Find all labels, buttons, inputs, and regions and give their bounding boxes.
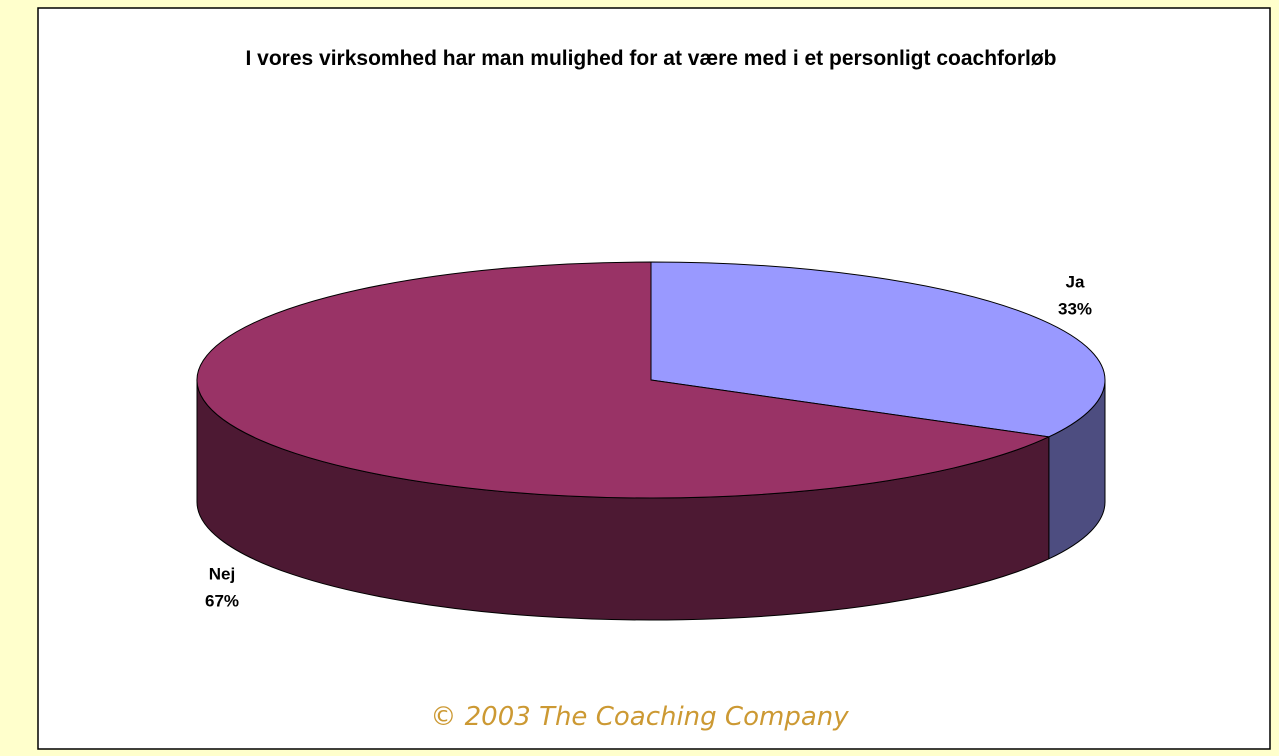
slice-value-label: 67%	[205, 591, 239, 610]
slice-label: Nej	[209, 564, 235, 583]
chart-title: I vores virksomhed har man mulighed for …	[245, 47, 1057, 70]
footer: © 2003 The Coaching Company	[430, 702, 849, 732]
slice-label: Ja	[1066, 272, 1085, 291]
slice	[650, 261, 1106, 438]
slice-value-label: 33%	[1058, 299, 1092, 318]
slice	[196, 261, 1051, 499]
